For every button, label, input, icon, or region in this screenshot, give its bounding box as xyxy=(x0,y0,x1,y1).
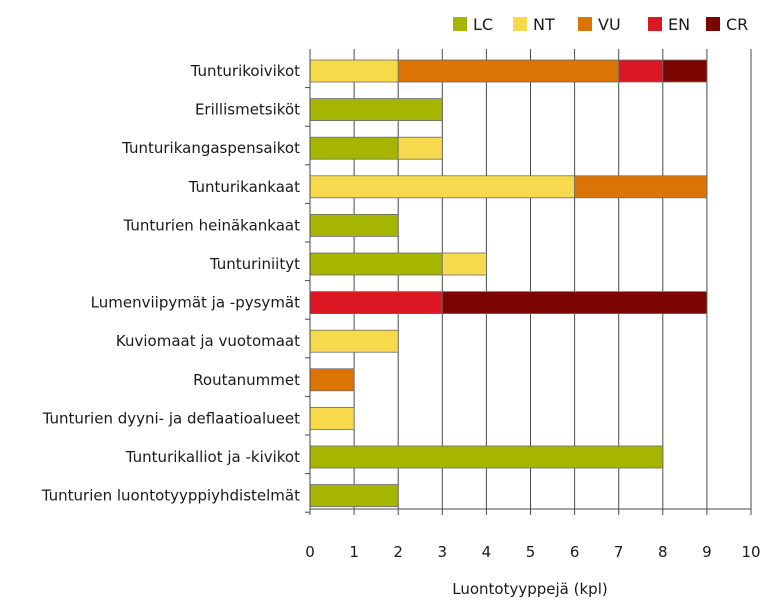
gridlines xyxy=(353,49,752,509)
category-label: Tunturien dyyni- ja deflaatioalueet xyxy=(42,409,301,427)
bar-segment-vu xyxy=(309,368,355,392)
bar-segment-nt xyxy=(309,329,399,353)
category-label: Tunturien luontotyyppiyhdistelmät xyxy=(41,487,300,505)
category-label: Tunturiniityt xyxy=(209,255,300,273)
legend-item-nt: NT xyxy=(513,15,555,34)
x-tick-label: 9 xyxy=(702,543,712,561)
x-tick-label: 8 xyxy=(658,543,668,561)
legend-swatch xyxy=(578,17,592,31)
bar-segment-en xyxy=(309,291,443,315)
legend-label: CR xyxy=(726,15,748,34)
x-tick-label: 10 xyxy=(741,543,760,561)
bar-segment-cr xyxy=(662,59,708,83)
category-label: Routanummet xyxy=(193,371,300,389)
x-tick-label: 3 xyxy=(438,543,448,561)
x-tick-label: 4 xyxy=(482,543,492,561)
bar-segment-vu xyxy=(397,59,620,83)
bar-segment-nt xyxy=(309,406,355,430)
bar-segment-nt xyxy=(397,136,443,160)
category-label: Tunturikalliot ja -kivikot xyxy=(125,448,300,466)
bar-segment-vu xyxy=(574,175,708,199)
bar-segment-lc xyxy=(309,213,399,237)
category-labels: Tunturikoivikot Erillismetsiköt Tunturikan… xyxy=(41,62,300,505)
legend-item-cr: CR xyxy=(706,15,748,34)
bar-segment-nt xyxy=(309,175,576,199)
bar-segment-nt xyxy=(441,252,487,276)
legend-label: VU xyxy=(598,15,621,34)
category-label: Lumenviipymät ja -pysymät xyxy=(91,294,300,312)
bar-segment-cr xyxy=(441,291,708,315)
x-tick-label: 1 xyxy=(349,543,359,561)
category-label: Erillismetsiköt xyxy=(195,101,300,119)
bar-segment-nt xyxy=(309,59,399,83)
legend-item-en: EN xyxy=(648,15,690,34)
category-label: Kuviomaat ja vuotomaat xyxy=(116,332,300,350)
category-label: Tunturikankaat xyxy=(188,178,301,196)
bars xyxy=(309,59,708,508)
legend-label: EN xyxy=(668,15,690,34)
legend-item-vu: VU xyxy=(578,15,621,34)
x-tick-label: 0 xyxy=(305,543,315,561)
legend-swatch xyxy=(453,17,467,31)
axes xyxy=(305,49,752,515)
legend-label: NT xyxy=(533,15,555,34)
bar-segment-lc xyxy=(309,98,443,121)
bar-segment-en xyxy=(618,59,664,83)
category-label: Tunturikoivikot xyxy=(190,62,300,80)
category-label: Tunturikangaspensaikot xyxy=(121,139,300,157)
tick-labels: 0 1 2 3 4 5 6 7 8 9 10 xyxy=(305,543,760,561)
legend-swatch xyxy=(706,17,720,31)
x-tick-label: 2 xyxy=(393,543,403,561)
legend-swatch xyxy=(513,17,527,31)
legend: LC NT VU EN CR xyxy=(453,15,748,34)
bar-segment-lc xyxy=(309,136,399,160)
x-tick-label: 7 xyxy=(614,543,624,561)
legend-label: LC xyxy=(473,15,493,34)
bar-segment-lc xyxy=(309,484,399,508)
x-tick-label: 6 xyxy=(570,543,580,561)
x-axis-title: Luontotyyppejä (kpl) xyxy=(452,580,607,598)
category-label: Tunturien heinäkankaat xyxy=(122,216,300,234)
x-tick-label: 5 xyxy=(526,543,536,561)
bar-segment-lc xyxy=(309,252,443,276)
bar-segment-lc xyxy=(309,445,664,469)
legend-item-lc: LC xyxy=(453,15,493,34)
legend-swatch xyxy=(648,17,662,31)
